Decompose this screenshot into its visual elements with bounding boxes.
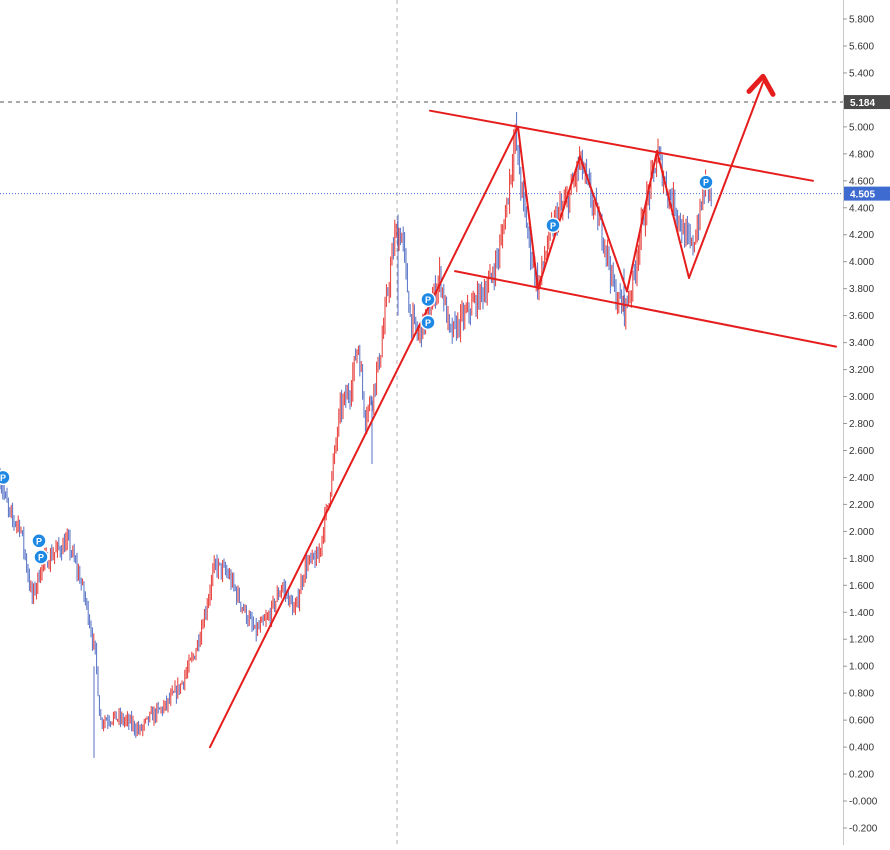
price-axis-tick-label: 5.400	[849, 68, 874, 79]
price-axis-tick-label: 5.800	[849, 15, 874, 26]
candlestick-series	[0, 112, 712, 758]
trend-line[interactable]	[579, 155, 628, 293]
price-axis-tick-label: 2.200	[849, 500, 874, 511]
trend-line[interactable]	[688, 81, 764, 279]
p-marker-circle	[33, 549, 49, 565]
price-axis-tick-label: 0.600	[849, 716, 874, 727]
price-axis-tick-label: 4.200	[849, 230, 874, 241]
p-marker-label: P	[425, 318, 431, 328]
arrow-head-icon	[746, 73, 776, 97]
price-axis-tick-label: 3.000	[849, 392, 874, 403]
price-axis-tick-label: 1.200	[849, 635, 874, 646]
p-marker-label: P	[0, 473, 6, 483]
price-axis-tick-label: 4.800	[849, 149, 874, 160]
price-axis-tick-label: -0.000	[849, 797, 878, 808]
price-axis[interactable]: 5.8005.6005.4005.2005.0004.8004.6004.400…	[843, 0, 890, 845]
p-marker-circle	[420, 314, 436, 331]
p-marker[interactable]: P	[31, 533, 47, 549]
p-marker-label: P	[38, 552, 44, 562]
price-label-box	[844, 95, 890, 110]
price-axis-tick-label: 5.600	[849, 41, 874, 52]
price-axis-tick-label: 4.600	[849, 176, 874, 187]
trend-line[interactable]	[626, 150, 658, 293]
price-label-text: 4.505	[850, 190, 875, 201]
price-axis-tick-label: -0.200	[849, 824, 878, 835]
price-axis-background	[843, 0, 890, 845]
price-axis-tick-label: 1.000	[849, 662, 874, 673]
price-axis-tick-label: 3.200	[849, 365, 874, 376]
p-marker-label: P	[425, 295, 431, 305]
p-marker-circle	[545, 217, 561, 234]
price-axis-tick-label: 1.400	[849, 608, 874, 619]
p-marker-circle	[0, 469, 11, 486]
price-axis-tick-label: 2.000	[849, 527, 874, 538]
p-marker-circle	[698, 174, 714, 190]
price-axis-tick-label: 0.400	[849, 743, 874, 754]
price-label-box	[844, 186, 890, 201]
p-marker[interactable]: P	[0, 469, 11, 486]
p-marker[interactable]: P	[420, 314, 436, 331]
price-axis-tick-label: 1.800	[849, 554, 874, 565]
p-marker-circle	[31, 533, 47, 549]
price-axis-tick-label: 0.200	[849, 770, 874, 781]
p-marker[interactable]: P	[33, 549, 49, 565]
trend-line[interactable]	[429, 109, 814, 182]
trend-line-drawings[interactable]	[209, 73, 837, 749]
price-axis-tick-label: 3.400	[849, 338, 874, 349]
price-axis-tick-label: 0.800	[849, 689, 874, 700]
trend-line[interactable]	[454, 270, 837, 348]
price-axis-tick-label: 3.600	[849, 311, 874, 322]
price-label-text: 5.184	[850, 98, 875, 109]
trend-line[interactable]	[517, 125, 539, 290]
price-axis-tick-label: 3.800	[849, 284, 874, 295]
price-level-lines	[0, 101, 843, 195]
price-axis-tick-label: 2.400	[849, 473, 874, 484]
p-marker[interactable]: P	[698, 174, 714, 190]
trend-line[interactable]	[209, 125, 519, 749]
price-axis-tick-label: 5.000	[849, 122, 874, 133]
price-axis-tick-label: 4.000	[849, 257, 874, 268]
p-marker[interactable]: P	[545, 217, 561, 234]
trend-line[interactable]	[656, 150, 690, 279]
price-axis-tick-label: 2.600	[849, 446, 874, 457]
p-marker-circle	[420, 291, 436, 308]
p-marker[interactable]: P	[420, 291, 436, 308]
p-marker-label: P	[703, 178, 709, 188]
price-axis-tick-label: 4.400	[849, 203, 874, 214]
p-marker-label: P	[36, 536, 42, 546]
price-axis-tick-label: 1.600	[849, 581, 874, 592]
price-axis-tick-label: 2.800	[849, 419, 874, 430]
p-marker-label: P	[550, 221, 556, 231]
